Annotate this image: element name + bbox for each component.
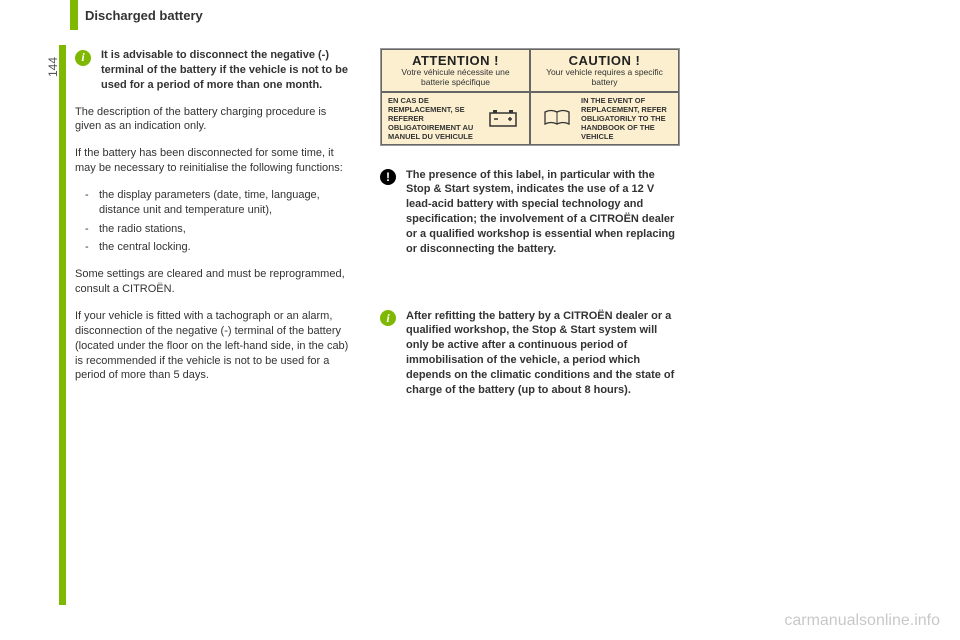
list-item: the display parameters (date, time, lang… [89,188,350,218]
battery-warning-label: ATTENTION ! Votre véhicule nécessite une… [380,48,680,146]
page-number: 144 [46,57,60,77]
list-item: the central locking. [89,240,350,255]
info-block: i After refitting the battery by a CITRO… [380,309,680,398]
label-fr-cell: ATTENTION ! Votre véhicule nécessite une… [381,49,530,92]
tachograph-text: If your vehicle is fitted with a tachogr… [75,309,350,383]
label-en-small: IN THE EVENT OF REPLACEMENT, REFER OBLIG… [581,96,672,141]
label-en-sub: Your vehicle requires a specific battery [537,68,672,88]
header-accent-bar [70,0,78,30]
info-icon: i [75,50,91,66]
advice-block: i It is advisable to disconnect the nega… [75,48,350,93]
info-icon: i [380,310,396,326]
side-accent-bar [59,45,66,605]
advice-bold-text: It is advisable to disconnect the negati… [101,48,350,93]
disconnected-intro: If the battery has been disconnected for… [75,146,350,176]
right-column: ATTENTION ! Votre véhicule nécessite une… [380,48,680,410]
label-fr-title: ATTENTION ! [388,53,523,68]
watermark: carmanualsonline.info [784,612,940,630]
battery-icon [483,103,523,133]
label-fr-sub: Votre véhicule nécessite une batterie sp… [388,68,523,88]
info-text: After refitting the battery by a CITROËN… [406,309,680,398]
warning-icon: ! [380,169,396,185]
label-fr-small: EN CAS DE REMPLACEMENT, SE REFERER OBLIG… [388,96,479,141]
page-title: Discharged battery [85,8,203,23]
warn-block: ! The presence of this label, in particu… [380,168,680,257]
left-column: i It is advisable to disconnect the nega… [75,48,350,395]
label-en-cell: CAUTION ! Your vehicle requires a specif… [530,49,679,92]
list-item: the radio stations, [89,222,350,237]
book-icon [537,103,577,133]
warn-text: The presence of this label, in particula… [406,168,680,257]
advice-tail-text: The description of the battery charging … [75,105,350,135]
function-list: the display parameters (date, time, lang… [75,188,350,255]
cleared-text: Some settings are cleared and must be re… [75,267,350,297]
label-en-title: CAUTION ! [537,53,672,68]
